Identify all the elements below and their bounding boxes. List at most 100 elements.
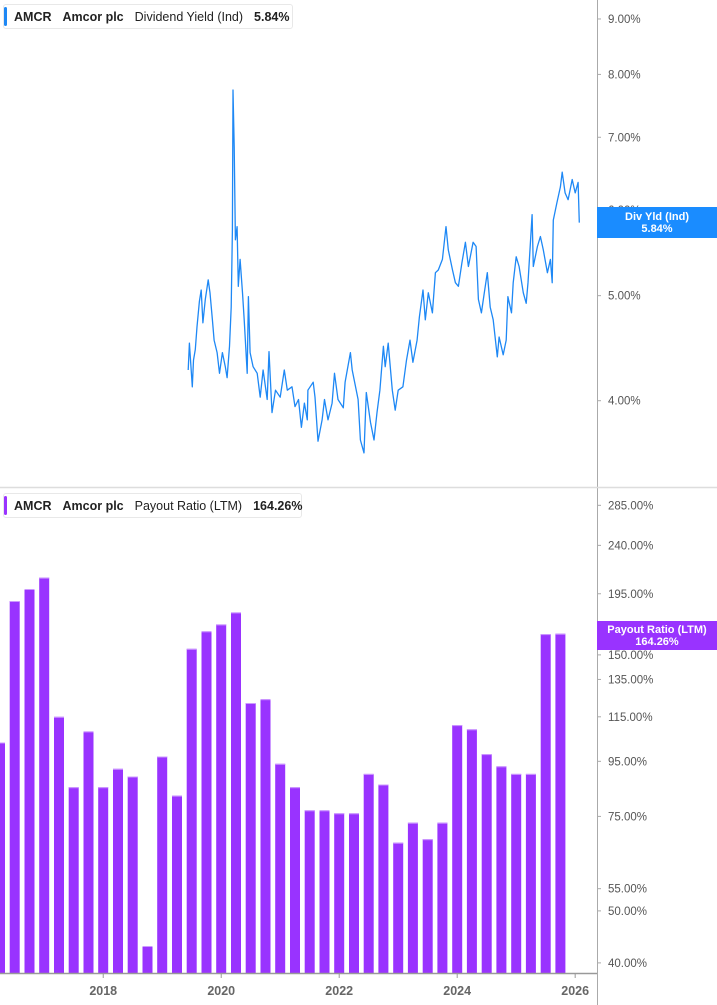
payout-bar-cap xyxy=(407,822,418,824)
payout-axis-tick-label: 50.00% xyxy=(608,906,647,918)
legend-value: 5.84% xyxy=(254,9,290,24)
payout-bar xyxy=(24,589,35,973)
payout-bar-cap xyxy=(201,631,212,633)
payout-bar-cap xyxy=(68,787,79,789)
payout-bar xyxy=(275,763,286,973)
payout-axis-tick-label: 55.00% xyxy=(608,884,647,896)
payout-bar-cap xyxy=(172,795,182,797)
payout-bar xyxy=(525,773,536,973)
payout-axis-tick-label: 40.00% xyxy=(608,958,647,970)
payout-bar-cap xyxy=(349,813,359,815)
payout-bar-cap xyxy=(496,766,507,768)
legend-company: Amcor plc xyxy=(62,9,124,24)
payout-bar-cap xyxy=(290,787,300,789)
legend-metric: Dividend Yield (Ind) xyxy=(134,9,244,24)
badge-value: 5.84% xyxy=(641,222,673,235)
payout-bar xyxy=(172,795,182,973)
yield-swatch xyxy=(4,7,7,26)
yield-axis-tick-label: 9.00% xyxy=(608,14,641,26)
payout-bar-cap xyxy=(0,742,5,744)
payout-axis-tick-label: 75.00% xyxy=(608,811,647,823)
payout-bar-cap xyxy=(54,716,64,718)
payout-bar xyxy=(142,946,153,973)
payout-bar-cap xyxy=(481,754,492,756)
payout-bar xyxy=(113,768,123,973)
payout-bar xyxy=(127,776,138,973)
yield-value-badge: Div Yld (Ind) 5.84% xyxy=(597,207,717,238)
payout-bar-cap xyxy=(511,773,522,775)
payout-bar xyxy=(452,725,463,973)
badge-value: 164.26% xyxy=(635,635,679,648)
payout-bar-cap xyxy=(216,624,227,626)
legend-value: 164.26% xyxy=(253,498,303,513)
payout-bar-cap xyxy=(304,810,315,812)
payout-axis-tick-label: 150.00% xyxy=(608,650,653,662)
payout-bar xyxy=(511,773,522,973)
payout-bar-cap xyxy=(186,648,197,650)
payout-bar xyxy=(378,784,389,973)
payout-bar xyxy=(393,842,404,973)
payout-bar-cap xyxy=(83,731,94,733)
payout-bar xyxy=(363,773,374,973)
payout-bar xyxy=(496,766,507,973)
payout-bar xyxy=(201,631,212,973)
legend-company: Amcor plc xyxy=(62,498,124,513)
payout-bar-cap xyxy=(540,634,551,636)
yield-axis-tick-label: 8.00% xyxy=(608,69,641,81)
payout-bar-cap xyxy=(260,699,271,701)
x-tick-label: 2022 xyxy=(325,984,353,998)
yield-axis-tick-label: 4.00% xyxy=(608,396,641,408)
payout-bar-cap xyxy=(319,810,330,812)
payout-bar xyxy=(407,822,418,973)
payout-bar-cap xyxy=(157,756,168,758)
payout-bar xyxy=(245,703,256,973)
payout-bar xyxy=(349,813,359,973)
dividend-yield-pane xyxy=(187,89,580,454)
legend-ticker: AMCR xyxy=(14,498,52,513)
payout-bar xyxy=(9,601,20,973)
legend-metric: Payout Ratio (LTM) xyxy=(134,498,243,513)
payout-bar-cap xyxy=(127,776,138,778)
x-tick-label: 2018 xyxy=(89,984,117,998)
payout-bar xyxy=(83,731,94,973)
payout-axis-tick-label: 285.00% xyxy=(608,500,653,512)
payout-bar-cap xyxy=(98,787,109,789)
payout-bar xyxy=(54,716,64,973)
payout-bar xyxy=(39,577,50,973)
payout-bar xyxy=(540,634,551,973)
payout-bar xyxy=(98,787,109,973)
payout-bar-cap xyxy=(452,725,463,727)
payout-bar-cap xyxy=(437,822,448,824)
payout-bar-cap xyxy=(525,773,536,775)
payout-axis-tick-label: 240.00% xyxy=(608,540,653,552)
payout-bar-cap xyxy=(363,773,374,775)
payout-bar xyxy=(216,624,227,973)
payout-ratio-legend[interactable]: AMCR Amcor plc Payout Ratio (LTM) 164.26… xyxy=(3,493,302,518)
payout-bar-cap xyxy=(142,946,153,947)
payout-bar-cap xyxy=(393,842,404,844)
payout-bar xyxy=(157,756,168,973)
payout-axis-tick-label: 135.00% xyxy=(608,674,653,686)
x-tick-label: 2020 xyxy=(207,984,235,998)
payout-bar xyxy=(319,810,330,973)
payout-bar xyxy=(334,813,345,973)
payout-bar-cap xyxy=(275,763,286,765)
yield-axis-tick-label: 5.00% xyxy=(608,291,641,303)
payout-bar-cap xyxy=(245,703,256,704)
payout-value-badge: Payout Ratio (LTM) 164.26% xyxy=(597,621,717,650)
legend-ticker: AMCR xyxy=(14,9,52,24)
x-tick-label: 2026 xyxy=(561,984,589,998)
payout-bar xyxy=(304,810,315,973)
payout-bar xyxy=(0,742,5,973)
payout-bar xyxy=(422,839,433,973)
payout-bar xyxy=(466,729,477,973)
dividend-yield-legend[interactable]: AMCR Amcor plc Dividend Yield (Ind) 5.84… xyxy=(3,4,293,29)
payout-axis-tick-label: 95.00% xyxy=(608,756,647,768)
yield-axis-tick-label: 7.00% xyxy=(608,132,641,144)
x-tick-label: 2024 xyxy=(443,984,471,998)
payout-swatch xyxy=(4,496,7,515)
payout-bar xyxy=(68,787,79,973)
payout-axis-tick-label: 195.00% xyxy=(608,589,653,601)
dividend-yield-line xyxy=(187,89,580,454)
